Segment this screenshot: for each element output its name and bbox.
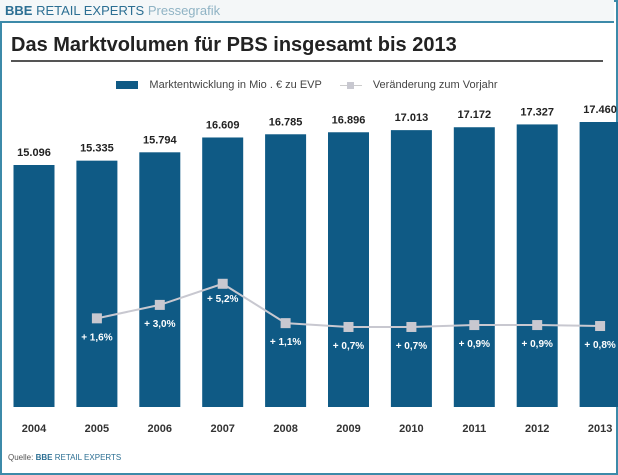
bar-value-label: 17.460	[583, 104, 617, 116]
change-marker-2010	[406, 321, 417, 332]
bar-value-label: 17.327	[520, 106, 554, 118]
legend-bar-label: Marktentwicklung in Mio . € zu EVP	[149, 79, 322, 91]
x-tick-label: 2005	[85, 423, 109, 435]
x-tick-label: 2011	[462, 423, 486, 435]
source-note: Quelle: BBE RETAIL EXPERTS	[8, 453, 122, 462]
change-label: + 0,7%	[396, 341, 428, 352]
change-marker-2008	[280, 318, 291, 329]
bar-2004	[13, 165, 55, 407]
change-marker-2011	[469, 320, 480, 331]
bar-2008	[265, 134, 307, 407]
change-label: + 0,9%	[521, 339, 553, 350]
x-tick-label: 2009	[336, 423, 360, 435]
legend: Marktentwicklung in Mio . € zu EVP Verän…	[0, 79, 614, 91]
bar-value-label: 15.335	[80, 143, 114, 155]
legend-line-swatch	[339, 81, 362, 89]
x-tick-label: 2004	[22, 423, 47, 435]
change-marker-2007	[217, 278, 228, 289]
x-tick-label: 2013	[588, 423, 612, 435]
change-label: + 1,1%	[270, 337, 302, 348]
bar-value-label: 16.609	[206, 119, 240, 131]
bar-value-label: 15.794	[143, 134, 178, 146]
bar-2009	[328, 132, 369, 407]
change-marker-2009	[343, 321, 354, 332]
x-tick-label: 2006	[148, 423, 172, 435]
bar-value-label: 17.013	[395, 112, 429, 124]
x-tick-label: 2012	[525, 423, 549, 435]
bar-2005	[76, 160, 118, 407]
bar-2006	[139, 152, 181, 407]
chart-title: Das Marktvolumen für PBS insgesamt bis 2…	[11, 34, 457, 56]
bar-value-label: 16.785	[269, 116, 303, 128]
change-marker-2006	[154, 299, 165, 310]
bar-2010	[390, 130, 432, 407]
legend-line-label: Veränderung zum Vorjahr	[372, 79, 498, 91]
bar-2011	[453, 127, 495, 407]
change-label: + 3,0%	[144, 319, 176, 330]
bar-2013	[579, 122, 618, 408]
change-marker-2012	[532, 320, 543, 331]
x-tick-label: 2007	[210, 423, 234, 435]
title-divider	[11, 60, 603, 62]
change-label: + 0,9%	[459, 339, 491, 350]
change-label: + 1,6%	[81, 332, 113, 343]
change-label: + 0,7%	[333, 341, 365, 352]
brand-bar: BBE RETAIL EXPERTS Pressegrafik	[0, 0, 614, 23]
x-tick-label: 2010	[399, 423, 423, 435]
change-label: + 0,8%	[584, 340, 616, 351]
x-tick-label: 2008	[273, 423, 297, 435]
change-marker-2005	[91, 313, 102, 324]
bar-2012	[516, 124, 558, 407]
change-marker-2013	[595, 321, 606, 332]
bar-value-label: 16.896	[332, 114, 366, 126]
bar-2007	[202, 137, 244, 407]
brand-logo: BBE RETAIL EXPERTS Pressegrafik	[5, 3, 221, 18]
bar-value-label: 17.172	[457, 109, 491, 121]
bar-value-label: 15.096	[17, 147, 51, 159]
change-label: + 5,2%	[207, 294, 239, 305]
legend-bar-swatch	[116, 81, 139, 89]
